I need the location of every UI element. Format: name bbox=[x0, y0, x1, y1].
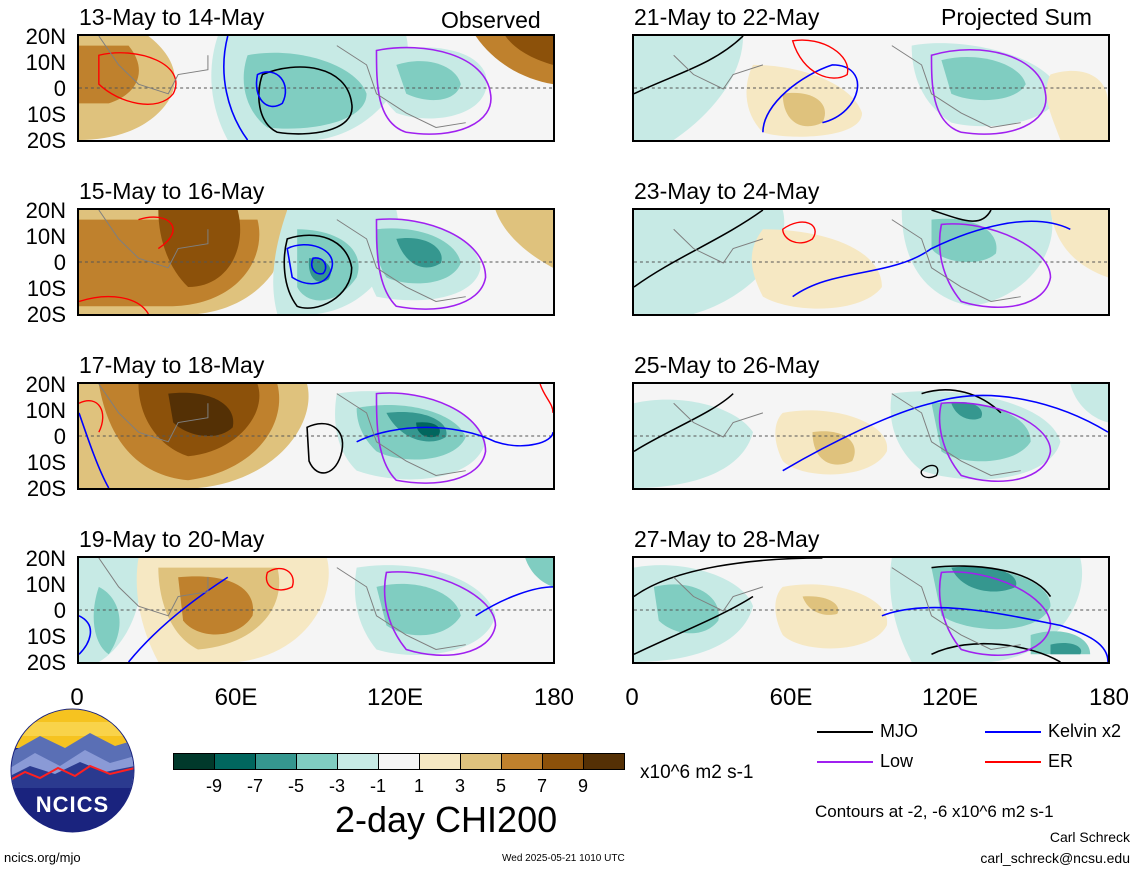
lat-label: 10S bbox=[26, 450, 66, 475]
er-legend-swatch bbox=[985, 761, 1041, 763]
lat-label: 20N bbox=[25, 198, 66, 223]
colorbar-units: x10^6 m2 s-1 bbox=[640, 762, 754, 783]
colorbar-label: -7 bbox=[246, 776, 263, 796]
map-panel-25-26-may bbox=[632, 382, 1110, 490]
lat-label: 0 bbox=[53, 250, 66, 275]
colorbar-swatch bbox=[501, 753, 543, 770]
panel-title-2: 21-May to 22-May bbox=[634, 4, 820, 30]
map-panel-23-24-may bbox=[632, 208, 1110, 316]
lat-label: 10S bbox=[26, 276, 66, 301]
colorbar-label: -1 bbox=[369, 776, 386, 796]
footer-timestamp: Wed 2025-05-21 1010 UTC bbox=[502, 853, 625, 864]
lon-label: 180 bbox=[1088, 684, 1130, 711]
lat-label: 10S bbox=[26, 102, 66, 127]
map-panel-15-16-may bbox=[77, 208, 555, 316]
lat-label: 20S bbox=[26, 128, 66, 153]
colorbar-label: 3 bbox=[454, 776, 465, 796]
colorbar-label: 7 bbox=[536, 776, 547, 796]
colorbar-label: 5 bbox=[495, 776, 506, 796]
colorbar-swatch bbox=[173, 753, 215, 770]
low-legend-label: Low bbox=[880, 751, 914, 771]
map-panel-21-22-may bbox=[632, 34, 1110, 142]
lat-label: 20N bbox=[25, 372, 66, 397]
lat-label: 20N bbox=[25, 546, 66, 571]
lat-label: 0 bbox=[53, 598, 66, 623]
colorbar-swatch bbox=[419, 753, 461, 770]
colorbar-title: 2-day CHI200 bbox=[335, 799, 558, 840]
lon-label: 0 bbox=[70, 684, 84, 711]
colorbar-swatch bbox=[542, 753, 584, 770]
lat-label: 10N bbox=[25, 50, 66, 75]
map-panel-19-20-may bbox=[77, 556, 555, 664]
colorbar-swatch bbox=[337, 753, 379, 770]
lon-label: 180 bbox=[533, 684, 575, 711]
lat-label: 20N bbox=[25, 24, 66, 49]
panel-title-8: 27-May to 28-May bbox=[634, 526, 820, 552]
lat-label: 10N bbox=[25, 572, 66, 597]
lon-label: 60E bbox=[769, 684, 813, 711]
lat-label: 20S bbox=[26, 650, 66, 675]
colorbar-swatch bbox=[460, 753, 502, 770]
lat-label: 20S bbox=[26, 476, 66, 501]
lat-label: 10N bbox=[25, 398, 66, 423]
lon-label: 0 bbox=[625, 684, 639, 711]
colorbar-label: -5 bbox=[287, 776, 304, 796]
colorbar-label: -9 bbox=[205, 776, 222, 796]
map-panel-13-14-may bbox=[77, 34, 555, 142]
colorbar-swatch bbox=[378, 753, 420, 770]
low-legend-swatch bbox=[817, 761, 873, 763]
lat-label: 0 bbox=[53, 76, 66, 101]
lon-label: 120E bbox=[366, 684, 424, 711]
panel-title-4: 23-May to 24-May bbox=[634, 178, 820, 204]
colorbar-swatch bbox=[583, 753, 625, 770]
panel-title-6: 25-May to 26-May bbox=[634, 352, 820, 378]
lon-label: 60E bbox=[214, 684, 258, 711]
panel-title-7: 19-May to 20-May bbox=[79, 526, 265, 552]
ncics-logo: NCICS bbox=[10, 708, 135, 833]
colorbar-label: 1 bbox=[413, 776, 424, 796]
colorbar-swatch bbox=[255, 753, 297, 770]
panel-corner-observed: Observed bbox=[441, 7, 541, 33]
footer-url[interactable]: ncics.org/mjo bbox=[4, 850, 81, 865]
ncics-logo-text: NCICS bbox=[36, 792, 109, 817]
lat-label: 10S bbox=[26, 624, 66, 649]
colorbar-swatch bbox=[214, 753, 256, 770]
kelvin-legend-label: Kelvin x2 bbox=[1048, 721, 1122, 741]
panel-title-3: 15-May to 16-May bbox=[79, 178, 265, 204]
lat-label: 20S bbox=[26, 302, 66, 327]
colorbar-label: 9 bbox=[577, 776, 588, 796]
mjo-legend-swatch bbox=[817, 731, 873, 733]
mjo-legend-label: MJO bbox=[880, 721, 918, 741]
kelvin-legend-swatch bbox=[985, 731, 1041, 733]
panel-corner-projected: Projected Sum bbox=[941, 4, 1092, 30]
map-panel-17-18-may bbox=[77, 382, 555, 490]
colorbar-swatch bbox=[296, 753, 338, 770]
lat-label: 10N bbox=[25, 224, 66, 249]
er-legend-label: ER bbox=[1048, 751, 1074, 771]
panel-title-1: 13-May to 14-May bbox=[79, 4, 265, 30]
lat-label: 0 bbox=[53, 424, 66, 449]
panel-title-5: 17-May to 18-May bbox=[79, 352, 265, 378]
footer-author: Carl Schreck bbox=[1049, 829, 1130, 845]
colorbar-label: -3 bbox=[328, 776, 345, 796]
lon-label: 120E bbox=[921, 684, 979, 711]
footer-email[interactable]: carl_schreck@ncsu.edu bbox=[980, 850, 1130, 866]
contours-note: Contours at -2, -6 x10^6 m2 s-1 bbox=[815, 802, 1054, 821]
map-panel-27-28-may bbox=[632, 556, 1110, 664]
